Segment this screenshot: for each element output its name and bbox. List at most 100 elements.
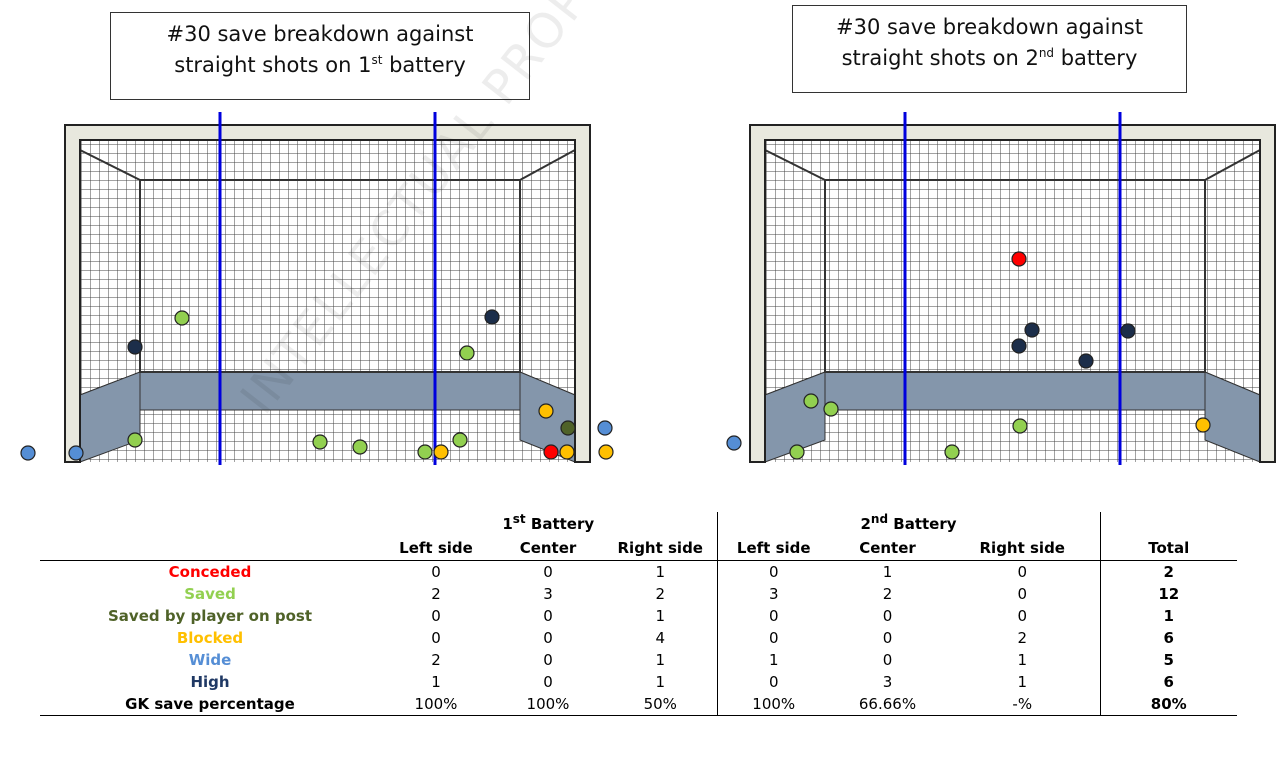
shot-dot (1012, 418, 1028, 434)
side-net (79, 149, 141, 396)
table-cell: 6 (1099, 671, 1237, 693)
shot-dot (543, 444, 559, 460)
table-cell: 2 (431, 585, 441, 603)
blank (40, 536, 380, 561)
table-cell: 12 (1099, 583, 1237, 605)
shot-dot (433, 444, 449, 460)
row-label: High (190, 673, 230, 691)
table-cell: 6 (1099, 627, 1237, 649)
column-header: Right side (979, 539, 1065, 557)
column-header: Left side (716, 536, 830, 561)
table-cell: 0 (716, 627, 830, 649)
table-cell: 0 (716, 605, 830, 627)
title-text: straight shots on 2 (841, 46, 1039, 70)
row-label: Saved by player on post (107, 607, 313, 625)
table-cell: 0 (543, 673, 553, 691)
table-row: High 1 0 1 0 3 1 6 (40, 671, 1237, 693)
table-cell: 1 (655, 563, 666, 581)
title-box: #30 save breakdown against straight shot… (110, 12, 530, 100)
back-frame (139, 179, 521, 373)
posts (64, 124, 591, 463)
table-cell: 0 (431, 629, 441, 647)
title-sup: st (371, 53, 383, 67)
table-cell: 0 (543, 607, 553, 625)
table-cell: 3 (716, 583, 830, 605)
table-row: Blocked 0 0 4 0 0 2 6 (40, 627, 1237, 649)
summary-table: 1st Battery 2nd Battery Left side Center R… (40, 512, 1237, 716)
shot-dot (1024, 322, 1040, 338)
shot-dot (1195, 417, 1211, 433)
shot-dot (452, 432, 468, 448)
table-cell: 2 (882, 585, 893, 603)
row-label: Saved (184, 585, 236, 603)
table-cell: 2 (1099, 560, 1237, 583)
row-label: Conceded (168, 563, 252, 581)
table-cell: 0 (716, 560, 830, 583)
group-header: 2nd Battery (716, 512, 1100, 536)
table-cell: 50% (643, 695, 677, 713)
table-cell: 1 (1099, 605, 1237, 627)
table-cell: 3 (882, 673, 893, 691)
shots (20, 251, 1211, 461)
title-text: battery (382, 53, 466, 77)
table-cell: 0 (1017, 563, 1028, 581)
shot-dot (597, 420, 613, 436)
table-cell: 1 (655, 607, 666, 625)
table-cell: 66.66% (858, 695, 917, 713)
table-cell: 1 (431, 673, 441, 691)
column-row: Left side Center Right side Left side Center… (40, 536, 1237, 561)
table-cell: 1 (1017, 651, 1028, 669)
row-label: Blocked (176, 629, 244, 647)
table-cell: -% (1012, 695, 1033, 713)
shot-dot (127, 339, 143, 355)
table-cell: 0 (431, 563, 441, 581)
title-text: straight shots on 1 (174, 53, 372, 77)
shot-dot (459, 345, 475, 361)
side-net (519, 149, 576, 396)
shot-dot (559, 444, 575, 460)
shot-dot (789, 444, 805, 460)
table-cell: 0 (882, 607, 893, 625)
row-label: Wide (188, 651, 232, 669)
table-cell: 1 (882, 563, 893, 581)
table-cell: 100% (414, 695, 458, 713)
title-text: battery (1054, 46, 1138, 70)
shot-dot (174, 310, 190, 326)
group-text: Battery (525, 515, 595, 533)
table-cell: 0 (543, 629, 553, 647)
table-row: Saved 2 3 2 3 2 0 12 (40, 583, 1237, 605)
table-cell: 0 (882, 651, 893, 669)
shot-dot (1078, 353, 1094, 369)
title-line: #30 save breakdown against (166, 22, 474, 46)
table-cell: 0 (543, 563, 553, 581)
shot-dot (823, 401, 839, 417)
back-board (139, 371, 521, 411)
table-row: Conceded 0 0 1 0 1 0 2 (40, 560, 1237, 583)
row-label: GK save percentage (125, 695, 295, 713)
table-cell: 100% (526, 695, 570, 713)
shot-dot (1011, 338, 1027, 354)
group-header: 1st Battery (380, 512, 717, 536)
table-cell: 1 (716, 649, 830, 671)
table-row: GK save percentage 100% 100% 50% 100% 66.66% -… (40, 693, 1237, 716)
table-cell: 1 (655, 651, 666, 669)
shot-dot (352, 439, 368, 455)
shot-dot (538, 403, 554, 419)
table-row: Wide 2 0 1 1 0 1 5 (40, 649, 1237, 671)
table-cell: 80% (1099, 693, 1237, 716)
group-text: Battery (888, 515, 957, 533)
group-sup: st (512, 512, 526, 526)
shot-dot (312, 434, 328, 450)
column-header: Total (1099, 536, 1237, 561)
title-line: #30 save breakdown against (835, 15, 1143, 39)
table-cell: 1 (655, 673, 666, 691)
shot-dot (127, 432, 143, 448)
column-header: Right side (617, 539, 703, 557)
shot-dot (417, 444, 433, 460)
table-cell: 0 (543, 651, 553, 669)
title-line: straight shots on 1st battery (111, 50, 529, 81)
table-cell: 0 (1017, 585, 1028, 603)
column-header: Left side (399, 539, 473, 557)
column-header: Center (519, 539, 577, 557)
